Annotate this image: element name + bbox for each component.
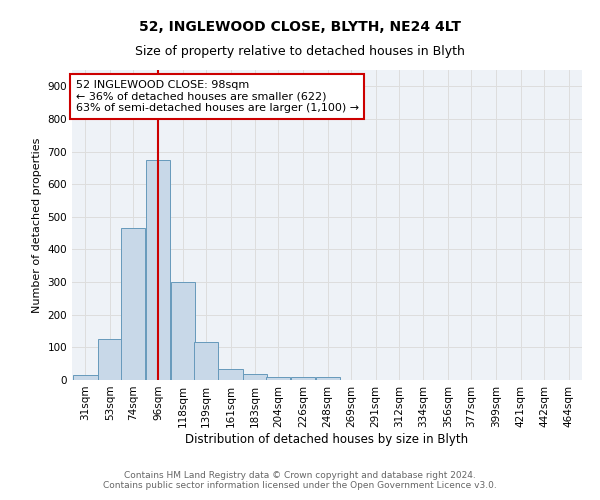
- Text: 52, INGLEWOOD CLOSE, BLYTH, NE24 4LT: 52, INGLEWOOD CLOSE, BLYTH, NE24 4LT: [139, 20, 461, 34]
- Bar: [98, 339, 122, 380]
- Bar: [170, 282, 194, 380]
- X-axis label: Distribution of detached houses by size in Blyth: Distribution of detached houses by size …: [185, 432, 469, 446]
- Bar: [266, 376, 290, 380]
- Bar: [194, 342, 218, 380]
- Bar: [218, 368, 243, 380]
- Y-axis label: Number of detached properties: Number of detached properties: [32, 138, 42, 312]
- Text: Size of property relative to detached houses in Blyth: Size of property relative to detached ho…: [135, 45, 465, 58]
- Text: 52 INGLEWOOD CLOSE: 98sqm
← 36% of detached houses are smaller (622)
63% of semi: 52 INGLEWOOD CLOSE: 98sqm ← 36% of detac…: [76, 80, 359, 113]
- Bar: [291, 378, 315, 380]
- Bar: [243, 374, 267, 380]
- Bar: [316, 376, 340, 380]
- Text: Contains HM Land Registry data © Crown copyright and database right 2024.
Contai: Contains HM Land Registry data © Crown c…: [103, 470, 497, 490]
- Bar: [146, 160, 170, 380]
- Bar: [121, 228, 145, 380]
- Bar: [73, 375, 98, 380]
